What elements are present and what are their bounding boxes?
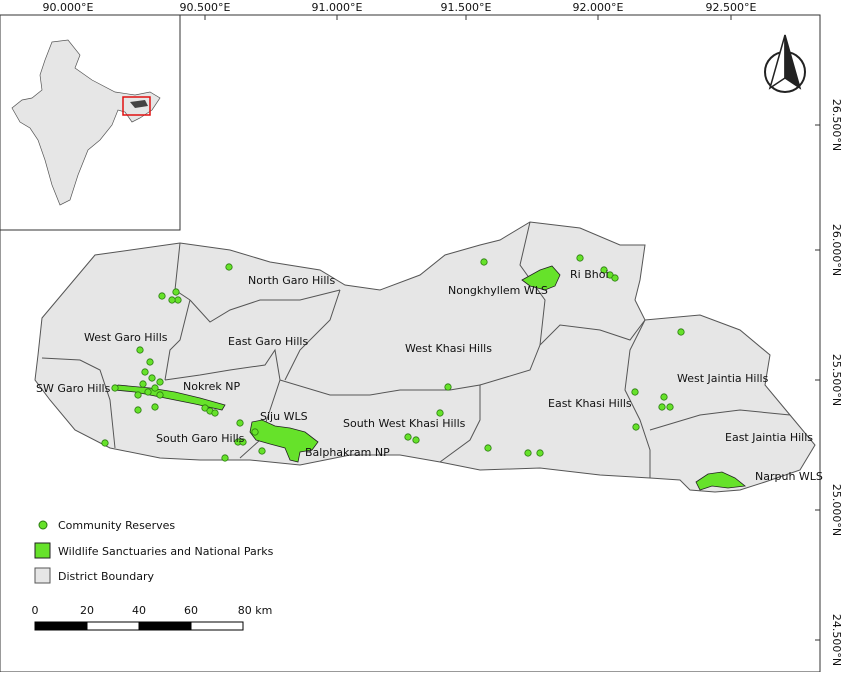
community-reserve: [136, 346, 144, 354]
latitude-label: 24.500°N: [830, 614, 843, 666]
scale-label: 20: [80, 604, 94, 617]
community-reserves: [101, 254, 685, 462]
district-label: South West Khasi Hills: [343, 417, 466, 430]
district-label: East Garo Hills: [228, 335, 308, 348]
community-reserve: [660, 393, 668, 401]
state-outline: [34, 221, 816, 493]
longitude-label: 92.000°E: [573, 1, 624, 14]
community-reserve: [134, 406, 142, 414]
scale-label: 60: [184, 604, 198, 617]
community-reserve: [631, 388, 639, 396]
district-label: East Jaintia Hills: [725, 431, 813, 444]
district-label: West Khasi Hills: [405, 342, 492, 355]
scale-label: 80 km: [238, 604, 273, 617]
community-reserve: [156, 391, 164, 399]
community-reserve: [576, 254, 584, 262]
district-label: North Garo Hills: [248, 274, 335, 287]
community-reserve: [436, 409, 444, 417]
community-reserve: [258, 447, 266, 455]
community-reserve: [111, 384, 119, 392]
community-reserve: [611, 274, 619, 282]
pa-label: Nongkhyllem WLS: [448, 284, 548, 297]
community-reserve: [412, 436, 420, 444]
community-reserve: [677, 328, 685, 336]
latitude-label: 26.000°N: [830, 224, 843, 276]
legend-label: Wildlife Sanctuaries and National Parks: [58, 545, 274, 558]
community-reserve: [658, 403, 666, 411]
scale-bar: [34, 621, 244, 631]
legend-label: Community Reserves: [58, 519, 175, 532]
inset-locator: [122, 96, 151, 116]
scale-label: 0: [32, 604, 39, 617]
community-reserve: [666, 403, 674, 411]
community-reserve: [158, 292, 166, 300]
community-reserve: [480, 258, 488, 266]
scale-label: 40: [132, 604, 146, 617]
community-reserve: [144, 388, 152, 396]
community-reserve: [146, 358, 154, 366]
community-reserve: [174, 296, 182, 304]
legend-label: District Boundary: [58, 570, 154, 583]
community-reserve: [236, 419, 244, 427]
district-label: SW Garo Hills: [36, 382, 111, 395]
community-reserve: [524, 449, 532, 457]
community-reserve: [172, 288, 180, 296]
community-reserve: [536, 449, 544, 457]
district-label: Ri Bhoi: [570, 268, 609, 281]
legend-pa-symbol: [34, 542, 51, 559]
longitude-label: 91.500°E: [441, 1, 492, 14]
community-reserve: [600, 266, 608, 274]
district-label: South Garo Hills: [156, 432, 245, 445]
latitude-label: 26.500°N: [830, 99, 843, 151]
community-reserve: [484, 444, 492, 452]
community-reserve: [156, 378, 164, 386]
community-reserve: [444, 383, 452, 391]
legend-point-symbol: [38, 520, 48, 530]
pa-label: Narpuh WLS: [755, 470, 823, 483]
community-reserve: [239, 438, 247, 446]
community-reserve: [148, 374, 156, 382]
pa-label: Nokrek NP: [183, 380, 240, 393]
community-reserve: [141, 368, 149, 376]
pa-label: Siju WLS: [260, 410, 308, 423]
community-reserve: [221, 454, 229, 462]
latitude-label: 25.000°N: [830, 484, 843, 536]
protected-areas: [114, 265, 746, 491]
pa-label: Balphakram NP: [305, 446, 390, 459]
north-arrow: [764, 34, 806, 93]
latitude-label: 25.500°N: [830, 354, 843, 406]
community-reserve: [251, 428, 259, 436]
community-reserve: [404, 433, 412, 441]
community-reserve: [168, 296, 176, 304]
community-reserve: [151, 403, 159, 411]
district-label: East Khasi Hills: [548, 397, 632, 410]
district-label: West Jaintia Hills: [677, 372, 769, 385]
community-reserve: [151, 384, 159, 392]
longitude-label: 90.500°E: [180, 1, 231, 14]
longitude-label: 90.000°E: [43, 1, 94, 14]
legend-district-symbol: [34, 567, 51, 584]
community-reserve: [134, 391, 142, 399]
community-reserve: [225, 263, 233, 271]
district-label: West Garo Hills: [84, 331, 168, 344]
longitude-label: 92.500°E: [706, 1, 757, 14]
community-reserve: [101, 439, 109, 447]
india-outline: [11, 39, 161, 206]
community-reserve: [211, 409, 219, 417]
community-reserve: [139, 380, 147, 388]
longitude-label: 91.000°E: [312, 1, 363, 14]
state-highlight: [130, 100, 148, 108]
community-reserve: [632, 423, 640, 431]
